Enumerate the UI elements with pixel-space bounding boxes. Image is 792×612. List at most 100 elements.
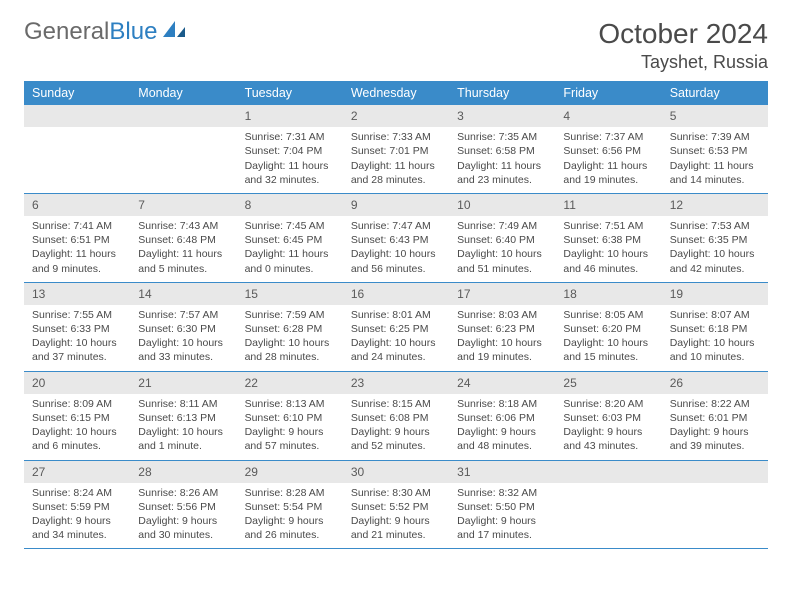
cell-line: Sunrise: 7:57 AM [138, 308, 228, 322]
cell-line: Sunset: 6:45 PM [245, 233, 335, 247]
week-row: 1 Sunrise: 7:31 AMSunset: 7:04 PM Daylight… [24, 105, 768, 194]
cell-line: Sunrise: 8:05 AM [563, 308, 653, 322]
calendar-cell [130, 105, 236, 193]
cell-line: Daylight: 10 hours [138, 425, 228, 439]
cell-body: Sunrise: 7:51 AMSunset: 6:38 PMDaylight:… [555, 216, 661, 282]
cell-line: Daylight: 11 hours [351, 159, 441, 173]
calendar-cell: 27Sunrise: 8:24 AMSunset: 5:59 PMDayligh… [24, 461, 130, 549]
calendar-cell: 8Sunrise: 7:45 AMSunset: 6:45 PMDaylight… [237, 194, 343, 282]
day-number: 2 [343, 105, 449, 127]
cell-line: Sunset: 6:53 PM [670, 144, 760, 158]
day-number: 21 [130, 372, 236, 394]
cell-line: Sunrise: 8:18 AM [457, 397, 547, 411]
cell-line: and 32 minutes. [245, 173, 335, 187]
cell-line: and 28 minutes. [245, 350, 335, 364]
cell-line: Sunrise: 7:31 AM [245, 130, 335, 144]
day-number: 22 [237, 372, 343, 394]
cell-line: Sunrise: 7:45 AM [245, 219, 335, 233]
calendar-cell: 14Sunrise: 7:57 AMSunset: 6:30 PMDayligh… [130, 283, 236, 371]
cell-line: Sunrise: 8:22 AM [670, 397, 760, 411]
cell-line: Daylight: 11 hours [138, 247, 228, 261]
title-block: October 2024 Tayshet, Russia [598, 18, 768, 73]
cell-line: and 33 minutes. [138, 350, 228, 364]
day-number: 14 [130, 283, 236, 305]
cell-line: Sunset: 6:18 PM [670, 322, 760, 336]
cell-line: Sunset: 7:04 PM [245, 144, 335, 158]
cell-body: Sunrise: 7:41 AMSunset: 6:51 PMDaylight:… [24, 216, 130, 282]
calendar-cell: 12Sunrise: 7:53 AMSunset: 6:35 PMDayligh… [662, 194, 768, 282]
cell-line: Daylight: 9 hours [245, 425, 335, 439]
cell-line: and 46 minutes. [563, 262, 653, 276]
cell-body: Sunrise: 8:03 AMSunset: 6:23 PMDaylight:… [449, 305, 555, 371]
cell-line: Sunset: 6:51 PM [32, 233, 122, 247]
cell-body: Sunrise: 8:32 AMSunset: 5:50 PMDaylight:… [449, 483, 555, 549]
cell-line: and 43 minutes. [563, 439, 653, 453]
cell-body: Sunrise: 8:07 AMSunset: 6:18 PMDaylight:… [662, 305, 768, 371]
cell-line: Sunrise: 7:47 AM [351, 219, 441, 233]
cell-body: Sunrise: 8:20 AMSunset: 6:03 PMDaylight:… [555, 394, 661, 460]
cell-line: and 14 minutes. [670, 173, 760, 187]
cell-body: Sunrise: 8:11 AMSunset: 6:13 PMDaylight:… [130, 394, 236, 460]
cell-line: Sunrise: 7:51 AM [563, 219, 653, 233]
header: GeneralBlue October 2024 Tayshet, Russia [24, 18, 768, 73]
cell-body: Sunrise: 8:09 AMSunset: 6:15 PMDaylight:… [24, 394, 130, 460]
cell-line: Sunset: 6:03 PM [563, 411, 653, 425]
cell-body: Sunrise: 8:18 AMSunset: 6:06 PMDaylight:… [449, 394, 555, 460]
day-number: 17 [449, 283, 555, 305]
cell-line: Sunset: 6:38 PM [563, 233, 653, 247]
cell-line: Sunrise: 8:09 AM [32, 397, 122, 411]
calendar-cell [24, 105, 130, 193]
logo: GeneralBlue [24, 18, 187, 46]
cell-line: Daylight: 10 hours [563, 247, 653, 261]
cell-line: Sunrise: 8:07 AM [670, 308, 760, 322]
day-number: 28 [130, 461, 236, 483]
day-number: 30 [343, 461, 449, 483]
calendar-cell [662, 461, 768, 549]
cell-line: Sunrise: 8:26 AM [138, 486, 228, 500]
cell-line: Daylight: 9 hours [245, 514, 335, 528]
cell-line: and 56 minutes. [351, 262, 441, 276]
day-header-cell: Sunday [24, 81, 130, 105]
cell-line: Sunset: 5:50 PM [457, 500, 547, 514]
week-row: 20Sunrise: 8:09 AMSunset: 6:15 PMDayligh… [24, 372, 768, 461]
calendar-cell [555, 461, 661, 549]
cell-body: Sunrise: 7:45 AMSunset: 6:45 PMDaylight:… [237, 216, 343, 282]
cell-line: Daylight: 9 hours [351, 514, 441, 528]
cell-line: Sunset: 6:25 PM [351, 322, 441, 336]
calendar-cell: 2Sunrise: 7:33 AMSunset: 7:01 PMDaylight… [343, 105, 449, 193]
calendar-cell: 26Sunrise: 8:22 AMSunset: 6:01 PMDayligh… [662, 372, 768, 460]
calendar-cell: 23Sunrise: 8:15 AMSunset: 6:08 PMDayligh… [343, 372, 449, 460]
cell-line: Daylight: 10 hours [138, 336, 228, 350]
cell-line: Sunset: 6:20 PM [563, 322, 653, 336]
calendar-cell: 13Sunrise: 7:55 AMSunset: 6:33 PMDayligh… [24, 283, 130, 371]
cell-line: Sunrise: 8:28 AM [245, 486, 335, 500]
cell-line: Sunset: 6:23 PM [457, 322, 547, 336]
week-row: 13Sunrise: 7:55 AMSunset: 6:33 PMDayligh… [24, 283, 768, 372]
cell-line: and 48 minutes. [457, 439, 547, 453]
cell-line: Daylight: 9 hours [32, 514, 122, 528]
day-header-cell: Friday [555, 81, 661, 105]
cell-line: Sunset: 6:35 PM [670, 233, 760, 247]
cell-line: Sunset: 7:01 PM [351, 144, 441, 158]
cell-line: Daylight: 11 hours [563, 159, 653, 173]
calendar-cell: 3Sunrise: 7:35 AMSunset: 6:58 PMDaylight… [449, 105, 555, 193]
cell-line: and 1 minute. [138, 439, 228, 453]
cell-line: Daylight: 9 hours [351, 425, 441, 439]
cell-line: Sunrise: 7:43 AM [138, 219, 228, 233]
day-number: 31 [449, 461, 555, 483]
calendar-cell: 30Sunrise: 8:30 AMSunset: 5:52 PMDayligh… [343, 461, 449, 549]
cell-line: Sunset: 5:54 PM [245, 500, 335, 514]
cell-line: and 9 minutes. [32, 262, 122, 276]
calendar-cell: 31Sunrise: 8:32 AMSunset: 5:50 PMDayligh… [449, 461, 555, 549]
calendar-cell: 4Sunrise: 7:37 AMSunset: 6:56 PMDaylight… [555, 105, 661, 193]
day-number: 19 [662, 283, 768, 305]
day-number: 7 [130, 194, 236, 216]
cell-line: and 34 minutes. [32, 528, 122, 542]
day-number [662, 461, 768, 483]
day-number: 1 [237, 105, 343, 127]
week-row: 27Sunrise: 8:24 AMSunset: 5:59 PMDayligh… [24, 461, 768, 550]
cell-line: Sunset: 6:01 PM [670, 411, 760, 425]
cell-body: Sunrise: 7:39 AMSunset: 6:53 PMDaylight:… [662, 127, 768, 193]
cell-body: Sunrise: 7:43 AMSunset: 6:48 PMDaylight:… [130, 216, 236, 282]
cell-line: Sunrise: 7:53 AM [670, 219, 760, 233]
